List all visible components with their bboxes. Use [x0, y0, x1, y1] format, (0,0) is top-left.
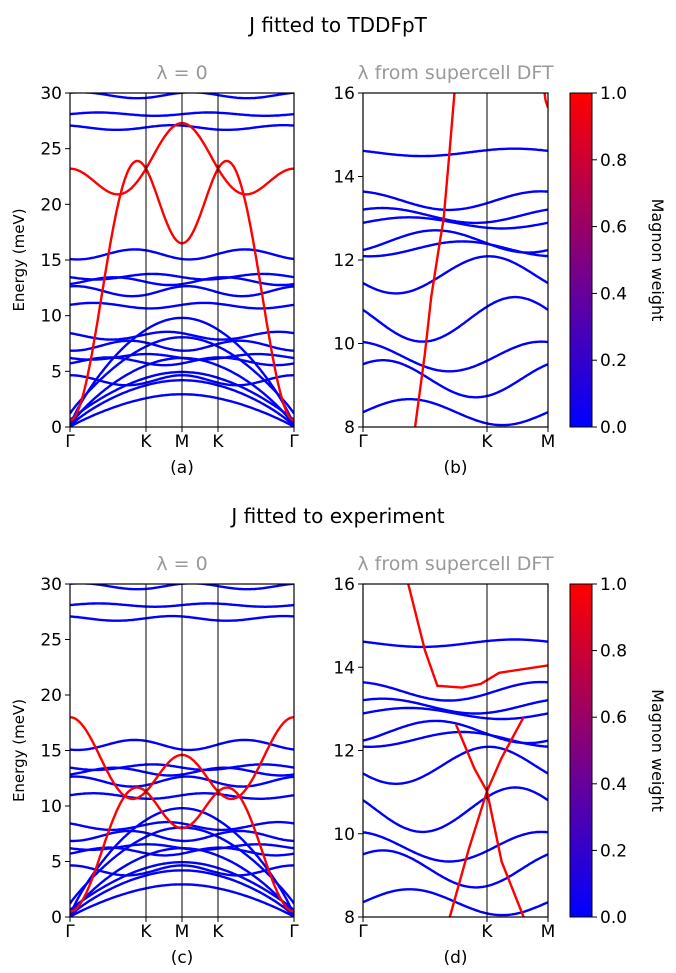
y-tick-label: 10 — [40, 307, 62, 327]
y-tick-label: 8 — [344, 908, 355, 928]
y-tick-label: 0 — [51, 418, 62, 438]
y-tick-label: 15 — [40, 251, 62, 271]
phonon-branch — [363, 730, 548, 748]
y-tick-label: 30 — [40, 84, 62, 104]
colorbar-tick-label: 1.0 — [600, 575, 627, 595]
colorbar-tick-label: 0.6 — [600, 708, 627, 728]
x-tick-label: Γ — [358, 432, 368, 452]
y-tick-label: 10 — [333, 825, 355, 845]
y-tick-label: 16 — [333, 84, 355, 104]
y-tick-label: 10 — [40, 797, 62, 817]
phonon-branch — [363, 849, 548, 889]
x-tick-label: Γ — [65, 922, 75, 942]
phonon-branch — [363, 190, 548, 212]
colorbar-tick-label: 0.4 — [600, 284, 627, 304]
x-tick-label: K — [212, 922, 224, 942]
colorbar — [569, 92, 593, 428]
phonon-branch — [363, 745, 548, 785]
phonon-branch — [363, 830, 548, 863]
panel-label: (d) — [443, 948, 467, 968]
x-tick-label: Γ — [65, 432, 75, 452]
colorbar-tick-label: 1.0 — [600, 84, 627, 104]
phonon-branch — [363, 786, 548, 834]
phonon-branch — [70, 93, 294, 100]
phonon-branch — [363, 216, 548, 230]
y-tick-label: 20 — [40, 686, 62, 706]
y-tick-label: 14 — [333, 658, 355, 678]
y-tick-label: 10 — [333, 335, 355, 355]
colorbar-label: Magnon weight — [648, 199, 667, 322]
phonon-branch — [363, 340, 548, 373]
row-title-bottom: J fitted to experiment — [229, 504, 444, 528]
x-tick-label: M — [175, 922, 190, 942]
phonon-branch — [363, 719, 548, 745]
phonon-branch — [363, 706, 548, 721]
phonon-branch — [363, 697, 548, 715]
phonon-branch — [70, 584, 294, 591]
panel-label: (c) — [171, 948, 194, 968]
y-tick-label: 14 — [333, 168, 355, 188]
colorbar — [569, 583, 593, 918]
colorbar-tick-label: 0.8 — [600, 151, 627, 171]
y-tick-label: 8 — [344, 418, 355, 438]
y-tick-label: 15 — [40, 742, 62, 762]
x-tick-label: Γ — [358, 922, 368, 942]
x-tick-label: K — [140, 432, 152, 452]
phonon-branch — [363, 638, 548, 649]
row-title-top: J fitted to TDDFpT — [247, 13, 428, 37]
magnon-branch — [413, 93, 456, 427]
y-tick-label: 25 — [40, 140, 62, 160]
phonon-branch — [363, 240, 548, 258]
axes-frame — [362, 92, 549, 428]
phonon-branch — [363, 229, 548, 254]
phonon-branch — [363, 888, 548, 917]
x-tick-label: K — [212, 432, 224, 452]
panel-subtitle: λ from supercell DFT — [357, 553, 554, 575]
colorbar-tick-label: 0.4 — [600, 775, 627, 795]
colorbar-label: Magnon weight — [648, 689, 667, 812]
colorbar-tick-label: 0.2 — [600, 841, 627, 861]
x-tick-label: K — [481, 432, 493, 452]
phonon-branch — [363, 295, 548, 343]
x-tick-label: M — [175, 432, 190, 452]
x-tick-label: Γ — [289, 922, 299, 942]
y-tick-label: 12 — [333, 251, 355, 271]
panel-label: (a) — [170, 458, 194, 478]
panel-subtitle: λ = 0 — [156, 553, 207, 575]
panel-subtitle: λ = 0 — [156, 62, 207, 84]
y-axis-label: Energy (meV) — [10, 699, 28, 802]
phonon-branch — [363, 206, 548, 225]
colorbar-tick-label: 0.2 — [600, 351, 627, 371]
y-tick-label: 30 — [40, 575, 62, 595]
y-tick-label: 12 — [333, 742, 355, 762]
x-tick-label: M — [541, 432, 556, 452]
x-tick-label: K — [140, 922, 152, 942]
magnon-branch — [407, 584, 548, 689]
colorbar-tick-label: 0.8 — [600, 642, 627, 662]
panel-label: (b) — [443, 458, 467, 478]
colorbar-tick-label: 0.0 — [600, 908, 627, 928]
colorbar-tick-label: 0.6 — [600, 218, 627, 238]
y-tick-label: 20 — [40, 195, 62, 215]
phonon-branch — [363, 255, 548, 295]
phonon-branch — [363, 398, 548, 427]
y-tick-label: 25 — [40, 631, 62, 651]
phonon-branch — [363, 147, 548, 158]
phonon-branch — [363, 680, 548, 702]
x-tick-label: K — [481, 922, 493, 942]
y-tick-label: 5 — [51, 362, 62, 382]
y-axis-label: Energy (meV) — [10, 208, 28, 311]
phonon-branch — [363, 359, 548, 399]
y-tick-label: 0 — [51, 908, 62, 928]
colorbar-tick-label: 0.0 — [600, 418, 627, 438]
panel-subtitle: λ from supercell DFT — [357, 62, 554, 84]
x-tick-label: Γ — [289, 432, 299, 452]
y-tick-label: 16 — [333, 575, 355, 595]
axes-frame — [362, 583, 549, 918]
x-tick-label: M — [541, 922, 556, 942]
magnon-branch — [543, 93, 548, 109]
y-tick-label: 5 — [51, 853, 62, 873]
